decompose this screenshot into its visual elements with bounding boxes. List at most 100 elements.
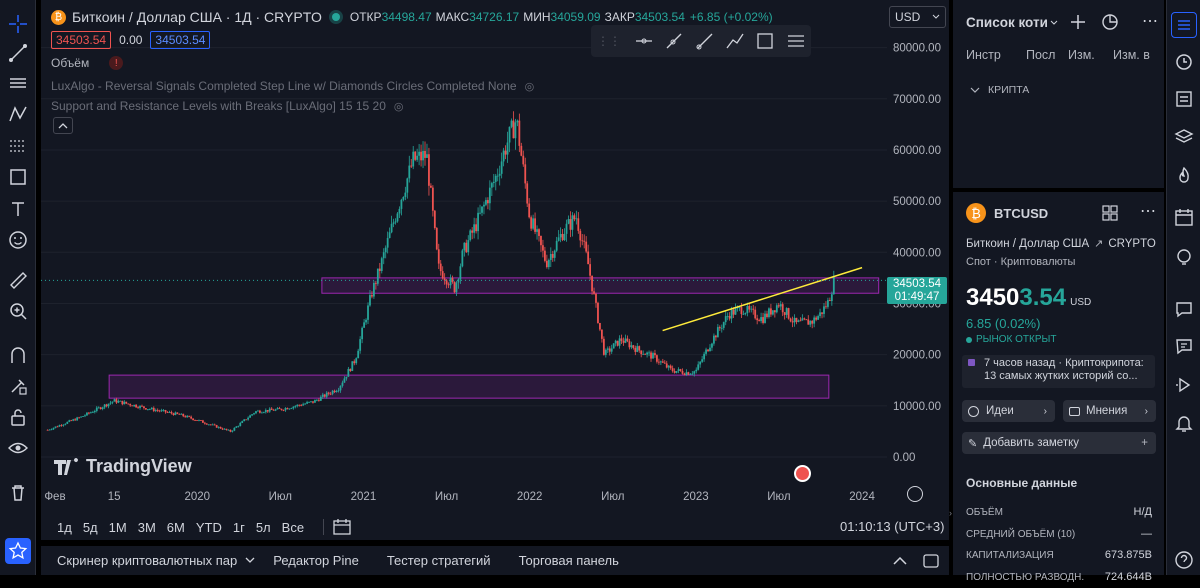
lock-drawing-icon[interactable] [5, 373, 31, 399]
zoom-icon[interactable] [5, 298, 31, 324]
candle-body [402, 197, 404, 200]
clock-timezone[interactable]: 01:10:13 (UTC+3) [840, 519, 944, 534]
tab-strategy-tester[interactable]: Тестер стратегий [387, 553, 491, 568]
more-options-icon[interactable]: ⋯ [1142, 11, 1158, 31]
candle-body [746, 306, 748, 313]
tf-6m[interactable]: 6М [167, 520, 185, 535]
pattern-tool-icon[interactable] [5, 101, 31, 127]
tf-1d[interactable]: 1д [57, 520, 72, 535]
candle-body [116, 399, 118, 402]
layers-icon[interactable] [1171, 124, 1197, 150]
currency-selector[interactable]: USD [889, 6, 946, 28]
parallel-channel-icon[interactable] [785, 30, 805, 52]
messages-icon[interactable] [1171, 333, 1197, 359]
col-last[interactable]: Посл [1026, 48, 1068, 62]
bitcoin-icon: ₿ [51, 10, 66, 25]
volume-indicator-label[interactable]: Объём [51, 56, 89, 70]
ruler-icon[interactable] [5, 267, 31, 293]
watchlist-icon[interactable] [1171, 12, 1197, 38]
add-symbol-icon[interactable] [1069, 13, 1087, 31]
tab-pine-editor[interactable]: Редактор Pine [273, 553, 359, 568]
indicator-luxalgo-sr[interactable]: Support and Resistance Levels with Break… [51, 99, 386, 113]
indicator-luxalgo-reversal[interactable]: LuxAlgo - Reversal Signals Completed Ste… [51, 79, 517, 93]
advanced-view-icon[interactable] [1100, 12, 1120, 32]
eye-hidden-icon[interactable]: ◎ [394, 100, 404, 113]
warning-icon[interactable]: ! [109, 56, 123, 70]
tf-3m[interactable]: 3М [138, 520, 156, 535]
fib-tool-icon[interactable] [5, 133, 31, 159]
horizontal-lines-icon[interactable] [5, 70, 31, 96]
symbol-title[interactable]: Биткоин / Доллар США · 1Д · CRYPTO [72, 9, 322, 25]
chevron-down-icon[interactable] [970, 87, 980, 93]
calendar-icon[interactable] [1171, 204, 1197, 230]
notifications-bell-icon[interactable] [1171, 410, 1197, 436]
alarm-clock-icon[interactable] [1171, 48, 1197, 74]
axis-settings-icon[interactable] [907, 486, 923, 502]
eye-icon[interactable] [5, 435, 31, 461]
collapse-indicators-button[interactable] [53, 117, 73, 134]
eye-hidden-icon[interactable]: ◎ [525, 80, 535, 93]
col-change[interactable]: Изм. [1068, 48, 1113, 62]
tf-1m[interactable]: 1М [109, 520, 127, 535]
news-card[interactable]: 7 часов назад · Криптокрипота: 13 самых … [962, 355, 1155, 388]
candle-body [589, 264, 591, 276]
grid-view-icon[interactable] [1102, 205, 1118, 221]
watchlist-title[interactable]: Список коти [966, 15, 1048, 30]
price-tick: 50000.00 [893, 196, 941, 208]
external-link-icon[interactable]: ↗ [1094, 237, 1103, 250]
ideas-button[interactable]: Идеи › [962, 400, 1055, 422]
add-note-button[interactable]: ✎ Добавить заметку + [962, 432, 1156, 454]
candle-body [697, 364, 699, 369]
price-axis[interactable]: 80000.0070000.0060000.0050000.0040000.00… [893, 43, 941, 464]
lock-icon[interactable] [5, 404, 31, 430]
rectangle-icon[interactable] [754, 30, 774, 52]
details-symbol[interactable]: BTCUSD [994, 206, 1048, 221]
tradingview-logo[interactable]: TradingView [53, 456, 192, 477]
trendline-icon[interactable] [663, 30, 683, 52]
tf-5d[interactable]: 5д [83, 520, 98, 535]
magnet-icon[interactable] [5, 343, 31, 369]
help-icon[interactable] [1171, 547, 1197, 573]
tf-ytd[interactable]: YTD [196, 520, 222, 535]
hotlist-fire-icon[interactable] [1171, 163, 1197, 189]
crosshair-icon[interactable] [5, 11, 31, 37]
chat-icon[interactable] [1171, 296, 1197, 322]
path-tool-icon[interactable] [724, 30, 744, 52]
text-tool-icon[interactable] [5, 196, 31, 222]
tf-all[interactable]: Все [282, 520, 304, 535]
buy-price-box[interactable]: 34503.54 [150, 31, 210, 49]
ray-icon[interactable] [694, 30, 714, 52]
trash-icon[interactable] [5, 479, 31, 505]
more-options-icon[interactable]: ⋯ [1140, 201, 1156, 221]
rectangle-tool-icon[interactable] [5, 164, 31, 190]
watchlist-group-crypto[interactable]: КРИПТА [988, 84, 1029, 96]
candle-body [261, 413, 263, 414]
candle-body [815, 318, 817, 320]
date-range-icon[interactable] [332, 518, 352, 536]
tf-1y[interactable]: 1г [233, 520, 245, 535]
data-window-icon[interactable] [1171, 86, 1197, 112]
ideas-stream-icon[interactable] [1171, 244, 1197, 270]
emoji-tool-icon[interactable] [5, 227, 31, 253]
streams-play-icon[interactable] [1171, 372, 1197, 398]
events-flag-icon[interactable] [794, 465, 811, 482]
favorites-star-icon[interactable] [5, 538, 31, 564]
col-instrument[interactable]: Инстр [966, 48, 1026, 62]
sell-price-box[interactable]: 34503.54 [51, 31, 111, 49]
opinions-button[interactable]: Мнения › [1063, 400, 1156, 422]
tab-trading-panel[interactable]: Торговая панель [519, 553, 619, 568]
trendline-tool-icon[interactable] [5, 40, 31, 66]
col-change-pct[interactable]: Изм. в [1113, 48, 1150, 62]
candle-body [778, 305, 780, 306]
drag-handle-icon[interactable]: ⋮⋮ [597, 34, 621, 48]
maximize-panel-icon[interactable] [923, 554, 939, 568]
chevron-down-icon[interactable] [245, 557, 255, 564]
tf-5y[interactable]: 5л [256, 520, 271, 535]
horizontal-ray-icon[interactable] [633, 30, 653, 52]
chevron-down-icon[interactable] [1050, 20, 1058, 26]
chevron-up-icon[interactable] [893, 557, 907, 565]
tab-screener[interactable]: Скринер криптовалютных пар [57, 553, 237, 568]
candle-body [428, 154, 430, 186]
